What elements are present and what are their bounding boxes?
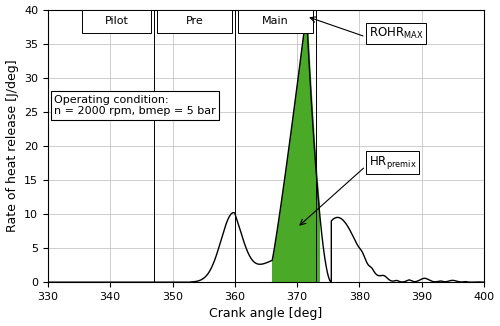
Text: Pilot: Pilot [104, 17, 128, 26]
FancyBboxPatch shape [238, 9, 312, 33]
FancyBboxPatch shape [82, 9, 150, 33]
Text: Pre: Pre [186, 17, 203, 26]
Text: HR$_{\mathregular{premix}}$: HR$_{\mathregular{premix}}$ [368, 155, 416, 171]
Text: Operating condition:
n = 2000 rpm, bmep = 5 bar: Operating condition: n = 2000 rpm, bmep … [54, 95, 216, 116]
X-axis label: Crank angle [deg]: Crank angle [deg] [210, 307, 322, 320]
Text: Main: Main [262, 17, 288, 26]
Text: ROHR$_{\mathregular{MAX}}$: ROHR$_{\mathregular{MAX}}$ [368, 26, 424, 41]
Y-axis label: Rate of heat release [J/deg]: Rate of heat release [J/deg] [6, 60, 18, 232]
FancyBboxPatch shape [157, 9, 232, 33]
